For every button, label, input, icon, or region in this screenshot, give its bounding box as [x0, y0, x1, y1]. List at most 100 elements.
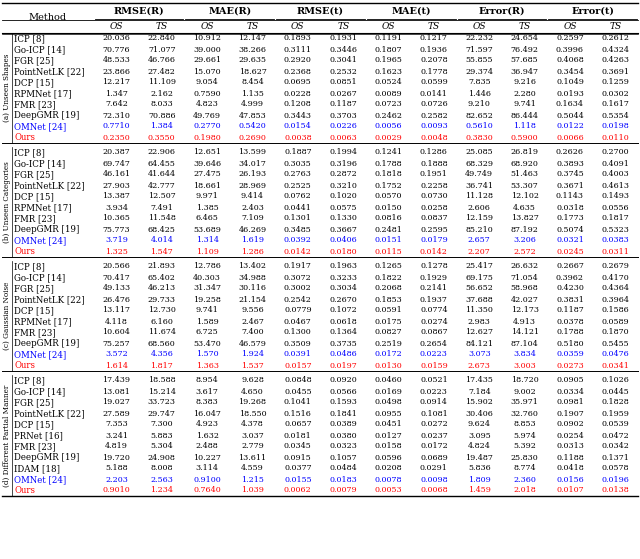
- Text: 0.0392: 0.0392: [284, 236, 312, 244]
- Text: 35.971: 35.971: [511, 399, 538, 406]
- Text: 0.0122: 0.0122: [556, 122, 584, 130]
- Text: 42.027: 42.027: [511, 296, 538, 304]
- Text: 0.1188: 0.1188: [556, 453, 584, 462]
- Text: 0.0226: 0.0226: [329, 122, 357, 130]
- Text: 0.1870: 0.1870: [602, 329, 629, 337]
- Text: 3.834: 3.834: [513, 350, 536, 358]
- Text: 4.559: 4.559: [241, 465, 264, 472]
- Text: 0.7640: 0.7640: [193, 486, 221, 495]
- Text: 0.0902: 0.0902: [556, 420, 584, 429]
- Text: 13.117: 13.117: [102, 306, 131, 315]
- Text: 53.689: 53.689: [193, 225, 221, 234]
- Text: MAE(R): MAE(R): [208, 7, 252, 16]
- Text: 0.4263: 0.4263: [602, 56, 629, 64]
- Text: 3.003: 3.003: [513, 362, 536, 369]
- Text: 0.5420: 0.5420: [239, 122, 266, 130]
- Text: FMR [23]: FMR [23]: [15, 214, 56, 223]
- Text: DeepGMR [19]: DeepGMR [19]: [15, 453, 80, 462]
- Text: PointNetLK [22]: PointNetLK [22]: [15, 181, 85, 190]
- Text: 0.2690: 0.2690: [239, 134, 266, 141]
- Text: 0.0066: 0.0066: [556, 134, 584, 141]
- Text: 0.0157: 0.0157: [284, 362, 312, 369]
- Text: 0.1586: 0.1586: [602, 306, 629, 315]
- Text: 0.3735: 0.3735: [330, 339, 357, 348]
- Text: 11.674: 11.674: [148, 329, 176, 337]
- Text: 20.387: 20.387: [102, 149, 131, 157]
- Text: 0.2542: 0.2542: [284, 296, 312, 304]
- Text: TS: TS: [337, 22, 349, 31]
- Text: 26.632: 26.632: [511, 263, 539, 271]
- Text: 0.0575: 0.0575: [330, 203, 357, 211]
- Text: 0.2068: 0.2068: [374, 285, 403, 292]
- Text: 22.906: 22.906: [148, 149, 176, 157]
- Text: 2.983: 2.983: [468, 318, 491, 325]
- Text: 0.2368: 0.2368: [284, 68, 312, 75]
- Text: 11.548: 11.548: [148, 215, 176, 222]
- Text: 0.3035: 0.3035: [284, 159, 312, 168]
- Text: 39.000: 39.000: [193, 45, 221, 54]
- Text: 0.7710: 0.7710: [102, 122, 131, 130]
- Text: 0.0418: 0.0418: [556, 465, 584, 472]
- Text: (b) Unseen Categories: (b) Unseen Categories: [3, 161, 12, 243]
- Text: 0.0383: 0.0383: [602, 236, 629, 244]
- Text: 3.934: 3.934: [105, 203, 128, 211]
- Text: 4.913: 4.913: [513, 318, 536, 325]
- Text: 0.0657: 0.0657: [284, 420, 312, 429]
- Text: 0.0342: 0.0342: [602, 443, 629, 451]
- Text: 7.835: 7.835: [468, 78, 491, 87]
- Text: 84.121: 84.121: [465, 339, 493, 348]
- Text: 0.0599: 0.0599: [420, 78, 448, 87]
- Text: 0.1937: 0.1937: [420, 296, 448, 304]
- Text: 9.210: 9.210: [468, 101, 491, 108]
- Text: 0.0223: 0.0223: [420, 387, 448, 396]
- Text: 1.614: 1.614: [105, 362, 128, 369]
- Text: 4.378: 4.378: [241, 420, 264, 429]
- Text: 41.644: 41.644: [148, 170, 176, 178]
- Text: 0.2679: 0.2679: [602, 263, 629, 271]
- Text: 58.968: 58.968: [511, 285, 538, 292]
- Text: 18.550: 18.550: [239, 410, 266, 418]
- Text: 0.1072: 0.1072: [330, 306, 357, 315]
- Text: 0.5323: 0.5323: [602, 225, 629, 234]
- Text: 8.853: 8.853: [513, 420, 536, 429]
- Text: 0.1259: 0.1259: [602, 78, 629, 87]
- Text: 2.657: 2.657: [468, 236, 491, 244]
- Text: Go-ICP [14]: Go-ICP [14]: [15, 159, 66, 168]
- Text: 12.147: 12.147: [239, 35, 266, 42]
- Text: 0.0053: 0.0053: [375, 486, 403, 495]
- Text: 69.175: 69.175: [465, 273, 493, 282]
- Text: 0.0591: 0.0591: [374, 306, 403, 315]
- Text: 0.0618: 0.0618: [330, 318, 357, 325]
- Text: 28.969: 28.969: [239, 182, 266, 190]
- Text: 0.3691: 0.3691: [602, 68, 629, 75]
- Text: 1.809: 1.809: [468, 476, 491, 484]
- Text: 0.0521: 0.0521: [420, 377, 448, 385]
- Text: 0.1817: 0.1817: [602, 215, 629, 222]
- Text: 49.769: 49.769: [193, 111, 221, 120]
- Text: 17.439: 17.439: [102, 377, 131, 385]
- Text: 0.3111: 0.3111: [284, 45, 312, 54]
- Text: 0.5180: 0.5180: [556, 339, 584, 348]
- Text: 0.0774: 0.0774: [420, 306, 448, 315]
- Text: FMR [23]: FMR [23]: [15, 442, 56, 451]
- Text: 1.619: 1.619: [241, 236, 264, 244]
- Text: 0.1330: 0.1330: [329, 215, 357, 222]
- Text: 2.467: 2.467: [241, 318, 264, 325]
- Text: 0.2258: 0.2258: [420, 182, 448, 190]
- Text: 12.159: 12.159: [465, 215, 493, 222]
- Text: 3.073: 3.073: [468, 350, 491, 358]
- Text: 0.2532: 0.2532: [329, 68, 357, 75]
- Text: 0.3454: 0.3454: [556, 68, 584, 75]
- Text: 0.2612: 0.2612: [602, 35, 629, 42]
- Text: 0.1818: 0.1818: [374, 170, 403, 178]
- Text: 0.0539: 0.0539: [602, 420, 629, 429]
- Text: 2.606: 2.606: [468, 203, 491, 211]
- Text: 11.128: 11.128: [465, 192, 493, 201]
- Text: 68.425: 68.425: [148, 225, 176, 234]
- Text: 0.0578: 0.0578: [602, 465, 629, 472]
- Text: 0.3233: 0.3233: [329, 273, 357, 282]
- Text: Go-ICP [14]: Go-ICP [14]: [15, 45, 66, 54]
- Text: 0.0150: 0.0150: [375, 203, 403, 211]
- Text: 0.1980: 0.1980: [193, 134, 221, 141]
- Text: 21.893: 21.893: [148, 263, 176, 271]
